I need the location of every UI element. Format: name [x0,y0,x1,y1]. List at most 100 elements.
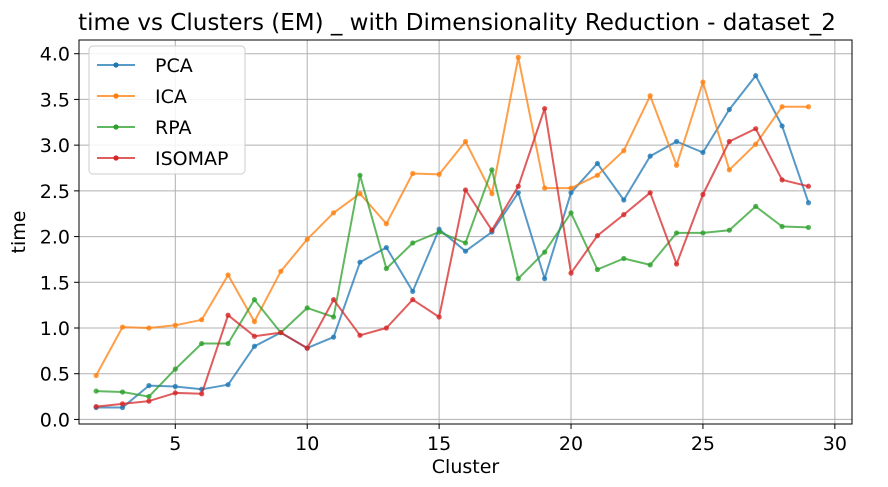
data-point [225,382,231,388]
y-tick-label: 3.5 [40,89,70,111]
y-tick-label: 4.0 [40,44,70,66]
data-point [568,190,574,196]
data-point [647,262,653,268]
data-point [462,240,469,246]
data-point [673,261,680,267]
data-point [172,322,178,328]
legend-marker [113,124,119,130]
data-point [383,244,389,251]
data-point [542,185,548,191]
data-point [330,314,337,320]
series-layer [93,54,812,411]
data-point [146,398,152,404]
series-rpa [93,167,812,400]
data-point [779,123,785,129]
data-point [199,317,205,323]
data-point [621,148,627,154]
legend-box [88,45,246,175]
series-isomap [93,105,812,410]
data-point [673,138,680,145]
x-tick-label: 30 [823,433,847,455]
data-point [489,167,495,173]
data-point [383,265,389,272]
data-point [542,249,548,255]
data-point [805,183,812,189]
data-point [119,389,126,395]
data-point [700,79,706,85]
chart-title: time vs Clusters (EM) _ with Dimensional… [78,10,836,36]
data-point [146,383,152,389]
data-point [515,276,521,282]
legend-label: ISOMAP [155,148,228,170]
data-point [278,329,284,336]
data-point [753,203,759,209]
x-tick-label: 20 [559,433,583,455]
grid [79,40,852,424]
data-point [700,230,706,236]
legend-item: PCA [97,55,193,77]
data-point [621,197,627,203]
data-point [515,190,521,196]
y-axis-label: time [8,211,30,254]
data-point [647,153,653,159]
data-point [436,229,442,235]
data-point [515,183,521,189]
data-point [172,383,178,390]
series-line [96,74,810,409]
y-tick-label: 1.5 [40,272,70,294]
data-point [515,54,521,60]
data-point [436,171,442,177]
data-point [779,104,785,110]
legend: PCA ICA RPA ISOMAP [88,45,246,175]
data-point [330,210,337,216]
series-line [95,56,809,376]
data-point [462,138,469,145]
data-point [304,345,310,351]
data-point [753,126,759,132]
series-ica [93,54,812,379]
data-point [304,236,310,242]
data-point [700,149,706,156]
data-point [489,227,495,233]
data-point [621,212,627,218]
data-point [410,170,416,177]
data-point [647,93,653,99]
data-point [805,224,812,231]
data-point [542,276,548,282]
y-tick-label: 3.0 [40,135,70,157]
data-point [779,177,785,183]
data-point [278,268,284,274]
y-tick-label: 0.0 [40,409,70,431]
data-point [489,191,495,197]
x-tick-label: 5 [169,433,181,455]
data-point [805,104,812,110]
data-point [251,297,258,303]
legend-label: RPA [155,117,191,139]
y-tick-label: 2.0 [40,227,70,249]
data-point [225,340,231,347]
y-tick-label: 0.5 [40,364,70,386]
data-point [199,340,205,347]
data-point [726,106,732,113]
data-point [753,141,759,147]
legend-item: ICA [97,86,187,108]
data-point [172,366,178,372]
data-point [383,325,389,331]
data-point [225,312,231,318]
y-tick-label: 2.5 [40,181,70,203]
data-point [568,270,574,276]
data-point [172,390,178,396]
data-point [93,388,99,394]
series-line [95,107,809,408]
data-point [779,223,785,230]
data-point [726,227,732,233]
data-point [726,167,732,173]
data-point [621,255,627,262]
data-point [542,105,548,112]
data-point [594,233,601,239]
data-point [436,314,442,320]
x-tick-label: 15 [427,433,451,455]
x-axis-label: Cluster [432,456,500,478]
legend-item: ISOMAP [97,148,228,170]
